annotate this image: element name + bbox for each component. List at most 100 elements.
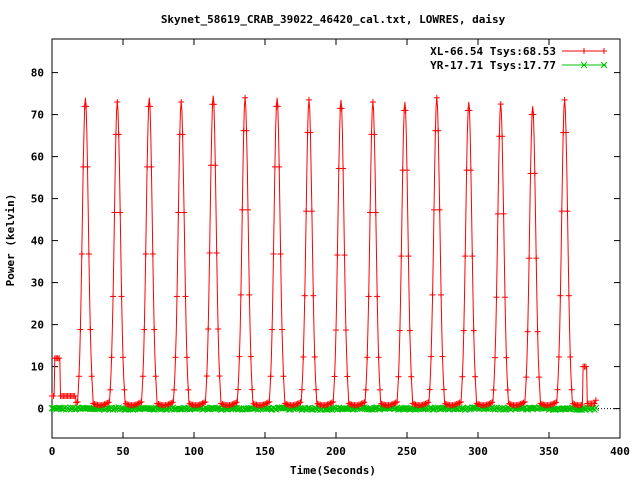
y-tick-label: 60 [31, 151, 44, 164]
data-point [141, 326, 148, 333]
chart-title: Skynet_58619_CRAB_39022_46420_cal.txt, L… [161, 13, 506, 26]
data-point [575, 406, 583, 413]
data-point [165, 401, 172, 408]
data-point [591, 400, 598, 407]
data-point [506, 400, 513, 407]
data-point [601, 48, 607, 54]
data-point [524, 328, 531, 335]
data-point [469, 253, 476, 260]
data-point [120, 354, 126, 361]
data-point [243, 127, 250, 134]
data-point [592, 404, 600, 412]
data-point [274, 103, 281, 110]
data-point [553, 399, 560, 406]
data-point [237, 291, 244, 298]
y-tick-label: 0 [37, 403, 44, 416]
series-line [52, 95, 597, 406]
data-point [169, 399, 176, 406]
data-point [202, 398, 209, 405]
data-point [104, 399, 111, 406]
data-point [186, 400, 193, 407]
data-point [592, 397, 599, 404]
x-axis-label: Time(Seconds) [290, 464, 376, 477]
data-point [239, 206, 246, 213]
data-point [105, 399, 112, 406]
data-point [523, 374, 530, 381]
data-point [297, 399, 304, 406]
data-point [375, 354, 382, 361]
data-point [263, 400, 270, 407]
data-point [564, 208, 571, 215]
data-point [267, 373, 274, 380]
data-point [520, 399, 527, 406]
data-point [210, 101, 217, 108]
data-point [408, 373, 415, 380]
data-point [181, 209, 188, 216]
data-point [142, 251, 149, 258]
data-point [117, 209, 124, 216]
data-point [471, 404, 479, 411]
data-point [138, 398, 145, 405]
data-point [600, 61, 608, 69]
data-point [578, 401, 585, 408]
data-point [306, 96, 313, 103]
data-point [395, 373, 402, 380]
data-point [570, 400, 577, 407]
data-point [111, 209, 118, 216]
data-point [114, 99, 121, 105]
data-point [293, 401, 300, 408]
y-tick-label: 20 [31, 319, 44, 332]
data-point [281, 404, 289, 412]
data-point [526, 255, 533, 262]
data-point [440, 386, 447, 393]
data-point [84, 163, 91, 170]
data-point [307, 129, 314, 136]
data-point [50, 393, 57, 399]
data-point [504, 386, 511, 393]
data-point [87, 326, 94, 333]
data-point [121, 386, 128, 393]
data-point [342, 327, 349, 334]
data-point [536, 374, 543, 381]
series-markers [49, 94, 599, 409]
data-point [421, 401, 428, 408]
data-point [146, 103, 153, 110]
data-point [374, 293, 381, 300]
data-point [428, 353, 435, 360]
x-tick-label: 250 [397, 445, 417, 458]
data-point [548, 401, 555, 408]
data-point [185, 386, 192, 393]
data-point [78, 251, 85, 258]
data-point [394, 398, 401, 405]
data-point [425, 399, 432, 406]
data-point [369, 99, 376, 105]
plot-border [51, 38, 621, 439]
data-point [154, 400, 161, 407]
data-point [392, 399, 399, 406]
data-point [178, 99, 185, 105]
data-point [345, 400, 352, 407]
data-point [492, 354, 499, 361]
data-point [307, 405, 314, 413]
data-point [122, 400, 129, 407]
data-point [183, 354, 190, 361]
data-point [175, 209, 182, 216]
data-point [246, 291, 253, 298]
data-point [249, 386, 256, 393]
data-point [404, 167, 410, 174]
data-point [260, 401, 267, 408]
data-point [442, 400, 449, 407]
data-point [517, 400, 524, 407]
data-point [217, 400, 224, 407]
data-point [455, 400, 462, 407]
data-point [531, 170, 538, 177]
x-tick-label: 0 [49, 445, 56, 458]
data-point [378, 400, 385, 407]
legend-entry-label: XL-66.54 Tsys:68.53 [430, 45, 556, 58]
data-point [580, 61, 588, 69]
data-point [338, 105, 345, 112]
series-markers [48, 404, 600, 413]
data-point [230, 404, 238, 412]
data-point [503, 354, 510, 361]
